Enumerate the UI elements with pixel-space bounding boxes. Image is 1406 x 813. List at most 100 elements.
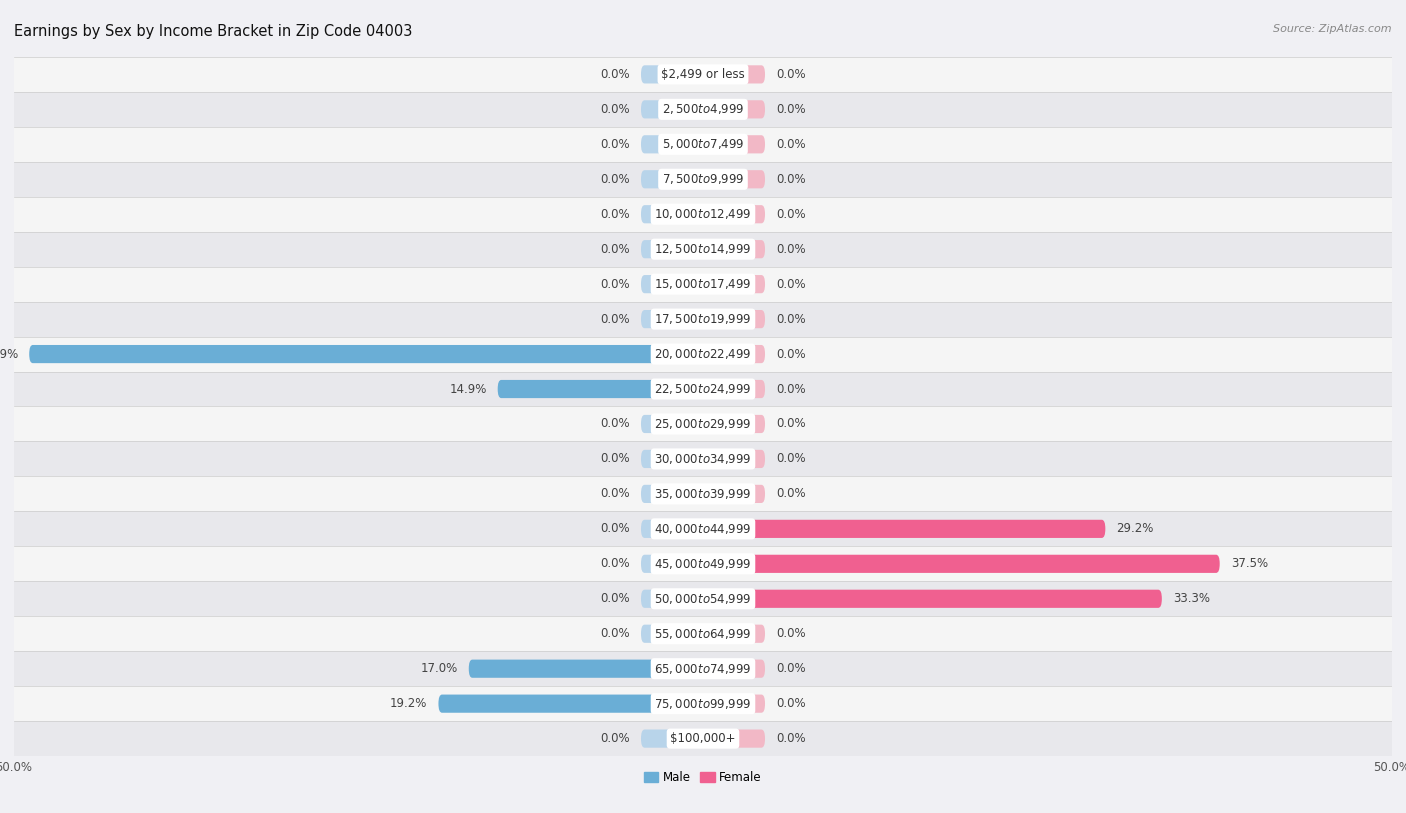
Text: $10,000 to $12,499: $10,000 to $12,499 bbox=[654, 207, 752, 221]
Text: $17,500 to $19,999: $17,500 to $19,999 bbox=[654, 312, 752, 326]
FancyBboxPatch shape bbox=[703, 624, 765, 643]
FancyBboxPatch shape bbox=[703, 380, 765, 398]
FancyBboxPatch shape bbox=[703, 520, 1105, 538]
FancyBboxPatch shape bbox=[703, 589, 1161, 608]
Bar bbox=[14, 441, 1392, 476]
FancyBboxPatch shape bbox=[641, 485, 703, 503]
Text: 0.0%: 0.0% bbox=[776, 68, 806, 80]
Text: 0.0%: 0.0% bbox=[776, 313, 806, 325]
Bar bbox=[14, 57, 1392, 92]
FancyBboxPatch shape bbox=[703, 415, 765, 433]
Text: Source: ZipAtlas.com: Source: ZipAtlas.com bbox=[1274, 24, 1392, 34]
Bar bbox=[14, 476, 1392, 511]
Text: 0.0%: 0.0% bbox=[600, 243, 630, 255]
FancyBboxPatch shape bbox=[641, 589, 703, 608]
Text: 0.0%: 0.0% bbox=[600, 103, 630, 115]
FancyBboxPatch shape bbox=[703, 729, 765, 748]
Bar bbox=[14, 302, 1392, 337]
Text: 0.0%: 0.0% bbox=[776, 278, 806, 290]
Text: 0.0%: 0.0% bbox=[776, 488, 806, 500]
Text: 0.0%: 0.0% bbox=[776, 103, 806, 115]
Text: $50,000 to $54,999: $50,000 to $54,999 bbox=[654, 592, 752, 606]
Text: $40,000 to $44,999: $40,000 to $44,999 bbox=[654, 522, 752, 536]
FancyBboxPatch shape bbox=[641, 624, 703, 643]
Bar bbox=[14, 92, 1392, 127]
Text: 0.0%: 0.0% bbox=[600, 313, 630, 325]
Text: 19.2%: 19.2% bbox=[389, 698, 427, 710]
FancyBboxPatch shape bbox=[641, 100, 703, 119]
Bar bbox=[14, 721, 1392, 756]
FancyBboxPatch shape bbox=[468, 659, 703, 678]
FancyBboxPatch shape bbox=[641, 240, 703, 259]
Text: 0.0%: 0.0% bbox=[600, 278, 630, 290]
FancyBboxPatch shape bbox=[641, 520, 703, 538]
FancyBboxPatch shape bbox=[641, 554, 703, 573]
Text: 0.0%: 0.0% bbox=[600, 733, 630, 745]
Text: 0.0%: 0.0% bbox=[776, 243, 806, 255]
Text: 17.0%: 17.0% bbox=[420, 663, 458, 675]
Text: 0.0%: 0.0% bbox=[600, 68, 630, 80]
Text: 0.0%: 0.0% bbox=[600, 208, 630, 220]
Text: $30,000 to $34,999: $30,000 to $34,999 bbox=[654, 452, 752, 466]
Text: 0.0%: 0.0% bbox=[776, 383, 806, 395]
Text: 0.0%: 0.0% bbox=[600, 418, 630, 430]
Text: 0.0%: 0.0% bbox=[776, 138, 806, 150]
Text: 0.0%: 0.0% bbox=[600, 173, 630, 185]
FancyBboxPatch shape bbox=[703, 345, 765, 363]
Text: $25,000 to $29,999: $25,000 to $29,999 bbox=[654, 417, 752, 431]
Bar bbox=[14, 232, 1392, 267]
FancyBboxPatch shape bbox=[641, 275, 703, 293]
FancyBboxPatch shape bbox=[641, 135, 703, 154]
Bar bbox=[14, 511, 1392, 546]
Text: $35,000 to $39,999: $35,000 to $39,999 bbox=[654, 487, 752, 501]
Text: 0.0%: 0.0% bbox=[600, 488, 630, 500]
Text: $5,000 to $7,499: $5,000 to $7,499 bbox=[662, 137, 744, 151]
Text: Earnings by Sex by Income Bracket in Zip Code 04003: Earnings by Sex by Income Bracket in Zip… bbox=[14, 24, 412, 39]
Text: 37.5%: 37.5% bbox=[1230, 558, 1268, 570]
Bar bbox=[14, 406, 1392, 441]
FancyBboxPatch shape bbox=[703, 170, 765, 189]
FancyBboxPatch shape bbox=[703, 450, 765, 468]
Text: $22,500 to $24,999: $22,500 to $24,999 bbox=[654, 382, 752, 396]
Text: 29.2%: 29.2% bbox=[1116, 523, 1154, 535]
Text: $100,000+: $100,000+ bbox=[671, 733, 735, 745]
FancyBboxPatch shape bbox=[703, 240, 765, 259]
FancyBboxPatch shape bbox=[703, 100, 765, 119]
Text: 48.9%: 48.9% bbox=[0, 348, 18, 360]
Text: $2,499 or less: $2,499 or less bbox=[661, 68, 745, 80]
FancyBboxPatch shape bbox=[641, 729, 703, 748]
Bar bbox=[14, 546, 1392, 581]
FancyBboxPatch shape bbox=[703, 135, 765, 154]
Text: 0.0%: 0.0% bbox=[776, 453, 806, 465]
Text: $12,500 to $14,999: $12,500 to $14,999 bbox=[654, 242, 752, 256]
Text: $15,000 to $17,499: $15,000 to $17,499 bbox=[654, 277, 752, 291]
Text: $20,000 to $22,499: $20,000 to $22,499 bbox=[654, 347, 752, 361]
Bar bbox=[14, 267, 1392, 302]
Text: 0.0%: 0.0% bbox=[600, 628, 630, 640]
Text: 0.0%: 0.0% bbox=[600, 453, 630, 465]
FancyBboxPatch shape bbox=[703, 694, 765, 713]
FancyBboxPatch shape bbox=[641, 450, 703, 468]
Text: 33.3%: 33.3% bbox=[1173, 593, 1209, 605]
Text: 0.0%: 0.0% bbox=[776, 733, 806, 745]
FancyBboxPatch shape bbox=[641, 310, 703, 328]
Text: $2,500 to $4,999: $2,500 to $4,999 bbox=[662, 102, 744, 116]
FancyBboxPatch shape bbox=[641, 170, 703, 189]
Bar bbox=[14, 337, 1392, 372]
Bar bbox=[14, 162, 1392, 197]
Text: 0.0%: 0.0% bbox=[776, 628, 806, 640]
FancyBboxPatch shape bbox=[641, 415, 703, 433]
Text: 0.0%: 0.0% bbox=[600, 593, 630, 605]
FancyBboxPatch shape bbox=[703, 310, 765, 328]
FancyBboxPatch shape bbox=[641, 65, 703, 84]
Text: 0.0%: 0.0% bbox=[776, 348, 806, 360]
Text: 0.0%: 0.0% bbox=[600, 138, 630, 150]
Text: 0.0%: 0.0% bbox=[600, 523, 630, 535]
Bar bbox=[14, 197, 1392, 232]
Text: 0.0%: 0.0% bbox=[776, 698, 806, 710]
Text: 0.0%: 0.0% bbox=[776, 173, 806, 185]
FancyBboxPatch shape bbox=[703, 205, 765, 224]
Text: 0.0%: 0.0% bbox=[776, 418, 806, 430]
Text: 0.0%: 0.0% bbox=[776, 663, 806, 675]
FancyBboxPatch shape bbox=[641, 205, 703, 224]
